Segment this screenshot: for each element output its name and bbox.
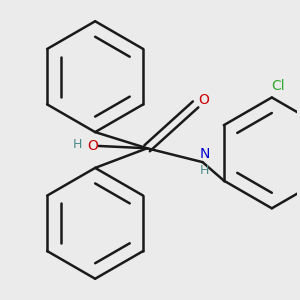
Text: H: H [73,138,83,151]
Text: Cl: Cl [271,79,284,93]
Text: O: O [87,139,98,153]
Text: O: O [198,93,209,107]
Text: H: H [200,164,209,177]
Text: N: N [200,147,210,161]
